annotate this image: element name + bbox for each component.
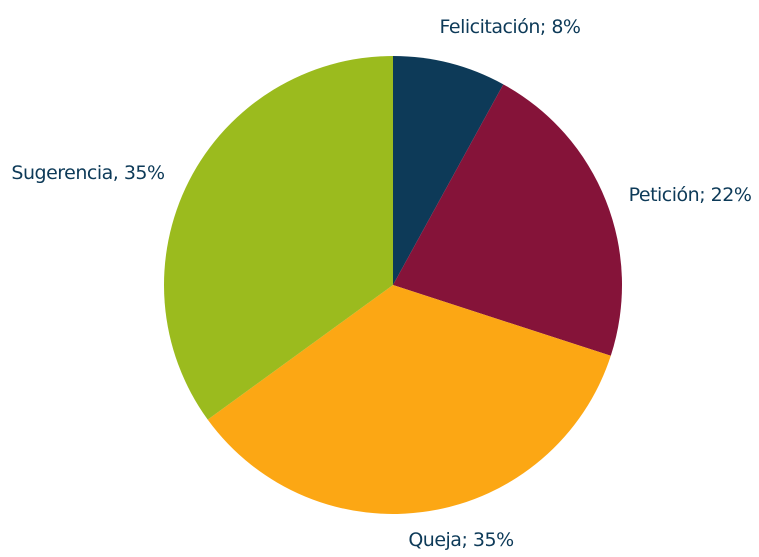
data-label: Sugerencia, 35%	[11, 162, 164, 184]
pie-slice	[163, 56, 393, 420]
data-label: Felicitación; 8%	[440, 16, 581, 38]
pie-slice	[207, 285, 611, 514]
label-value: 22%	[711, 184, 752, 206]
label-category: Petición;	[629, 184, 706, 206]
label-category: Queja;	[408, 529, 467, 551]
pie-slice	[393, 84, 622, 356]
label-category: Sugerencia,	[11, 162, 118, 184]
label-value: 8%	[551, 16, 580, 38]
data-label: Queja; 35%	[408, 529, 513, 551]
label-value: 35%	[473, 529, 514, 551]
data-label: Petición; 22%	[629, 184, 752, 206]
pie-slice	[393, 56, 504, 285]
label-category: Felicitación;	[440, 16, 546, 38]
label-value: 35%	[124, 162, 165, 184]
